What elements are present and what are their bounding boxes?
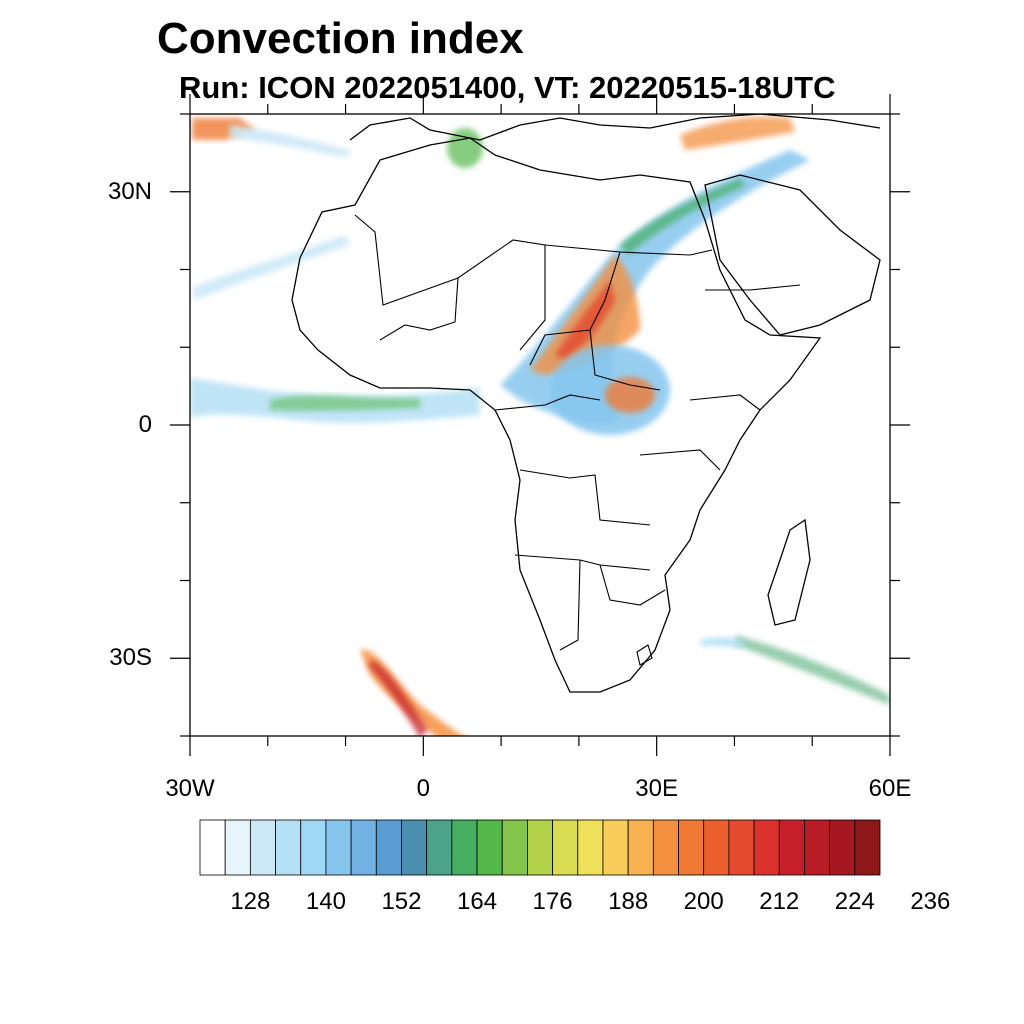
convection-field bbox=[190, 116, 890, 736]
colorbar-swatch bbox=[451, 819, 478, 876]
colorbar-swatch bbox=[300, 819, 327, 876]
colorbar-swatch bbox=[476, 819, 503, 876]
sahel-peak bbox=[555, 280, 615, 360]
x-tick-label: 0 bbox=[416, 775, 431, 802]
colorbar-swatch bbox=[249, 819, 276, 876]
plot-frame bbox=[189, 113, 891, 737]
itcz-core bbox=[270, 395, 420, 411]
colorbar-label: 224 bbox=[834, 888, 875, 915]
borders bbox=[354, 214, 801, 666]
ne-atlantic-tail bbox=[230, 125, 350, 158]
colorbar-swatch bbox=[804, 819, 831, 876]
colorbar-label: 212 bbox=[759, 888, 800, 915]
colorbar-label: 140 bbox=[305, 888, 346, 915]
colorbar-swatch bbox=[350, 819, 377, 876]
colorbar-swatch bbox=[325, 819, 352, 876]
indian-ocean-band bbox=[735, 635, 890, 705]
central-africa-core bbox=[605, 377, 655, 413]
colorbar-swatch bbox=[275, 819, 302, 876]
colorbar-swatch bbox=[527, 819, 553, 876]
coastlines bbox=[291, 114, 881, 693]
x-tick-label: 30W bbox=[165, 775, 215, 802]
balkans-cell bbox=[447, 128, 483, 168]
chart-title: Convection index bbox=[157, 14, 524, 63]
madagascar bbox=[767, 518, 811, 626]
colorbar-swatch bbox=[501, 819, 528, 876]
colorbar-swatch bbox=[199, 819, 226, 876]
colorbar-label: 152 bbox=[381, 888, 422, 915]
colorbar-swatch bbox=[602, 819, 629, 876]
colorbar-label: 236 bbox=[910, 888, 951, 915]
europe-coast bbox=[349, 114, 881, 141]
colorbar-swatch bbox=[652, 819, 679, 876]
x-tick-label: 60E bbox=[868, 775, 912, 802]
x-tick-label: 30E bbox=[635, 775, 679, 802]
med-band bbox=[680, 116, 795, 150]
colorbar-label: 164 bbox=[457, 888, 498, 915]
colorbar-swatch bbox=[375, 819, 402, 876]
y-tick-label: 30N bbox=[107, 177, 152, 205]
colorbar-label: 200 bbox=[683, 888, 724, 915]
colorbar-swatch bbox=[854, 819, 881, 876]
colorbar-swatch bbox=[703, 819, 730, 876]
colorbar-label: 128 bbox=[230, 888, 271, 915]
nw-africa-band bbox=[192, 235, 350, 300]
colorbar-swatch bbox=[577, 819, 604, 876]
axis-ticks bbox=[170, 94, 910, 756]
colorbar-label: 176 bbox=[532, 888, 573, 915]
colorbar-swatch bbox=[552, 819, 579, 876]
colorbar-swatch bbox=[753, 819, 780, 876]
indian-ocean-tail bbox=[700, 637, 745, 648]
y-tick-label: 0 bbox=[138, 411, 152, 438]
colorbar-swatch bbox=[224, 819, 251, 876]
chart-subtitle: Run: ICON 2022051400, VT: 20220515-18UTC bbox=[179, 70, 836, 105]
colorbar-swatch bbox=[728, 819, 755, 876]
arabia bbox=[704, 174, 881, 336]
colorbar-swatch bbox=[627, 819, 654, 876]
colorbar-swatch bbox=[401, 819, 428, 876]
colorbar bbox=[199, 819, 881, 876]
colorbar-swatch bbox=[829, 819, 856, 876]
y-tick-label: 30S bbox=[109, 644, 152, 672]
africa-coast bbox=[291, 137, 822, 693]
colorbar-swatch bbox=[778, 819, 805, 876]
colorbar-swatch bbox=[426, 819, 453, 876]
sudan-streak bbox=[620, 178, 745, 255]
colorbar-swatch bbox=[678, 819, 705, 876]
colorbar-label: 188 bbox=[608, 888, 649, 915]
sa-front-core bbox=[368, 660, 428, 736]
